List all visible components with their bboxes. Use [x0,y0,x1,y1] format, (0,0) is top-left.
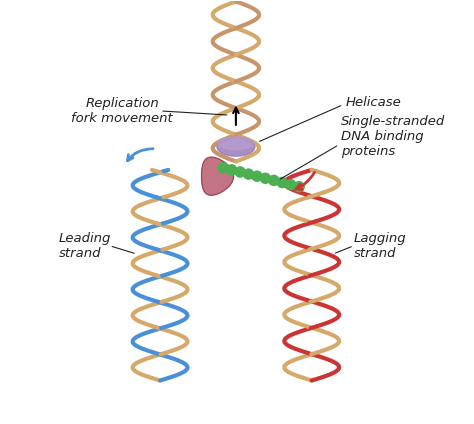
Ellipse shape [217,137,255,156]
Circle shape [235,167,245,177]
Ellipse shape [218,137,254,150]
Circle shape [227,165,237,175]
Text: Single-stranded
DNA binding
proteins: Single-stranded DNA binding proteins [341,114,446,158]
Text: Helicase: Helicase [346,96,401,109]
Circle shape [218,163,228,173]
Text: Lagging
strand: Lagging strand [354,232,407,259]
Text: Replication
fork movement: Replication fork movement [71,97,173,125]
Circle shape [286,180,296,190]
Circle shape [252,171,262,181]
Circle shape [244,169,254,179]
Circle shape [277,178,287,187]
Circle shape [294,181,304,192]
Polygon shape [201,157,234,195]
Text: Leading
strand: Leading strand [59,232,111,259]
Circle shape [260,173,271,183]
Circle shape [269,176,279,185]
